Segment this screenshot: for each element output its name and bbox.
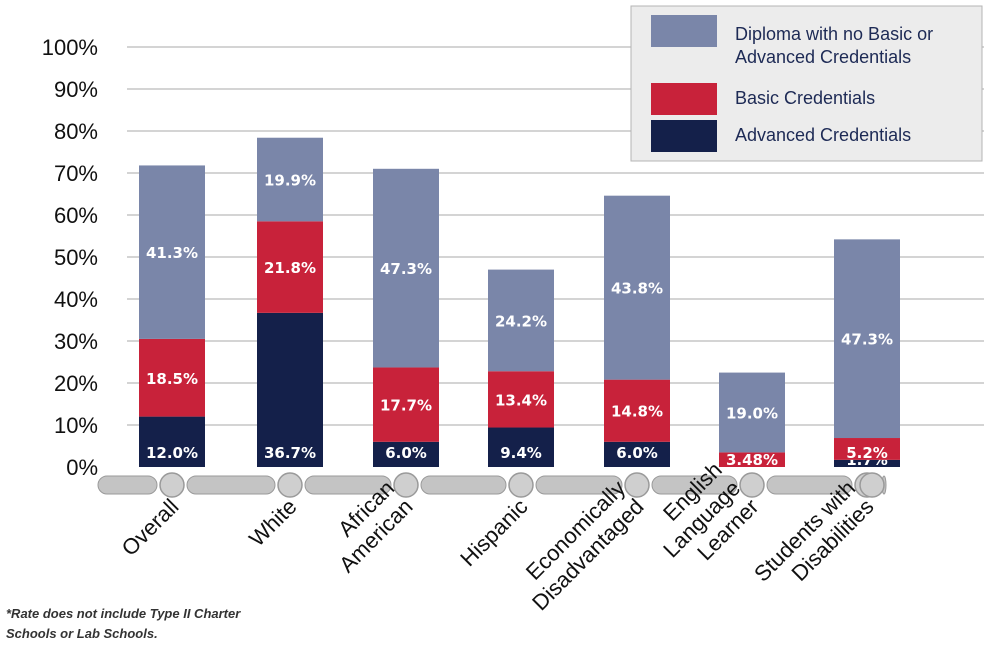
bar-segment bbox=[834, 459, 900, 467]
data-label: 6.0% bbox=[616, 444, 658, 462]
bar-segment bbox=[139, 165, 205, 339]
data-label: 24.2% bbox=[495, 312, 547, 330]
x-category-line: Overall bbox=[117, 494, 184, 561]
bar-segment bbox=[257, 312, 323, 467]
legend-swatch bbox=[651, 120, 717, 152]
data-label: 36.7% bbox=[264, 444, 316, 462]
bar-segment bbox=[488, 371, 554, 428]
timeline-segment bbox=[420, 475, 507, 495]
bar-segment bbox=[604, 441, 670, 467]
timeline-node bbox=[624, 472, 650, 498]
y-tick-label: 70% bbox=[54, 161, 98, 186]
y-tick-label: 60% bbox=[54, 203, 98, 228]
timeline-segment bbox=[186, 475, 276, 495]
timeline-segment bbox=[766, 475, 853, 495]
data-label: 43.8% bbox=[611, 280, 663, 298]
data-label: 19.0% bbox=[726, 404, 778, 422]
bar-segment bbox=[604, 379, 670, 442]
x-category-label: White bbox=[244, 494, 301, 551]
y-tick-label: 50% bbox=[54, 245, 98, 270]
data-label: 5.2% bbox=[846, 444, 888, 462]
bar-segment bbox=[834, 438, 900, 460]
data-label: 41.3% bbox=[146, 244, 198, 262]
legend-swatch bbox=[651, 15, 717, 47]
data-label: 21.8% bbox=[264, 259, 316, 277]
timeline-node bbox=[859, 472, 885, 498]
timeline-node bbox=[393, 472, 419, 498]
category-timeline bbox=[97, 472, 887, 498]
bar-segment bbox=[719, 452, 785, 467]
legend-label: Advanced Credentials bbox=[735, 125, 911, 145]
y-tick-label: 10% bbox=[54, 413, 98, 438]
footnote-line-2: Schools or Lab Schools. bbox=[6, 626, 158, 641]
timeline-segment bbox=[97, 475, 158, 495]
timeline-node bbox=[277, 472, 303, 498]
timeline-segment bbox=[304, 475, 392, 495]
data-label: 19.9% bbox=[264, 172, 316, 190]
y-tick-label: 40% bbox=[54, 287, 98, 312]
bar-segment bbox=[488, 269, 554, 372]
bars: 12.0% 18.5% 41.3% 36.7% 21.8% 19.9% 6.0% 17.7% 4… bbox=[139, 137, 900, 469]
bar-segment bbox=[373, 367, 439, 442]
bar-segment bbox=[373, 441, 439, 467]
x-category-label: Hispanic bbox=[455, 494, 532, 571]
bar-segment bbox=[373, 168, 439, 368]
legend-swatch bbox=[651, 83, 717, 115]
timeline-node bbox=[159, 472, 185, 498]
data-label: 17.7% bbox=[380, 397, 432, 415]
timeline-segment bbox=[651, 475, 738, 495]
data-label: 9.4% bbox=[500, 444, 542, 462]
footnote-line-1: *Rate does not include Type II Charter bbox=[6, 606, 241, 621]
legend-label: Basic Credentials bbox=[735, 88, 875, 108]
bar-segment bbox=[834, 239, 900, 439]
data-label: 14.8% bbox=[611, 403, 663, 421]
timeline-node bbox=[508, 472, 534, 498]
y-tick-label: 0% bbox=[66, 455, 98, 480]
bar-segment bbox=[719, 372, 785, 453]
y-tick-label: 100% bbox=[42, 35, 98, 60]
data-label: 3.48% bbox=[726, 451, 778, 469]
y-tick-label: 80% bbox=[54, 119, 98, 144]
data-label: 47.3% bbox=[841, 331, 893, 349]
bar-segment bbox=[139, 338, 205, 417]
legend-label: Advanced Credentials bbox=[735, 47, 911, 67]
y-tick-label: 90% bbox=[54, 77, 98, 102]
data-label: 47.3% bbox=[380, 260, 432, 278]
x-category-line: White bbox=[244, 494, 301, 551]
y-tick-label: 30% bbox=[54, 329, 98, 354]
footnote: *Rate does not include Type II Charter S… bbox=[6, 604, 306, 644]
bar-segment bbox=[604, 195, 670, 380]
y-axis: 0% 10% 20% 30% 40% 50% 60% 70% 80% 90% 100% bbox=[42, 35, 98, 480]
x-category-label: Overall bbox=[117, 494, 184, 561]
data-label: 6.0% bbox=[385, 444, 427, 462]
timeline-segment bbox=[535, 475, 623, 495]
bar-segment bbox=[257, 221, 323, 313]
y-tick-label: 20% bbox=[54, 371, 98, 396]
legend: Diploma with no Basic or Advanced Credent… bbox=[630, 5, 983, 162]
data-label: 18.5% bbox=[146, 370, 198, 388]
legend-label: Diploma with no Basic or bbox=[735, 24, 933, 44]
bar-segment bbox=[139, 416, 205, 467]
bar-segment bbox=[257, 137, 323, 222]
data-label: 13.4% bbox=[495, 391, 547, 409]
data-label: 12.0% bbox=[146, 444, 198, 462]
bar-segment bbox=[488, 427, 554, 467]
timeline-node bbox=[739, 472, 765, 498]
x-category-line: Hispanic bbox=[455, 494, 532, 571]
